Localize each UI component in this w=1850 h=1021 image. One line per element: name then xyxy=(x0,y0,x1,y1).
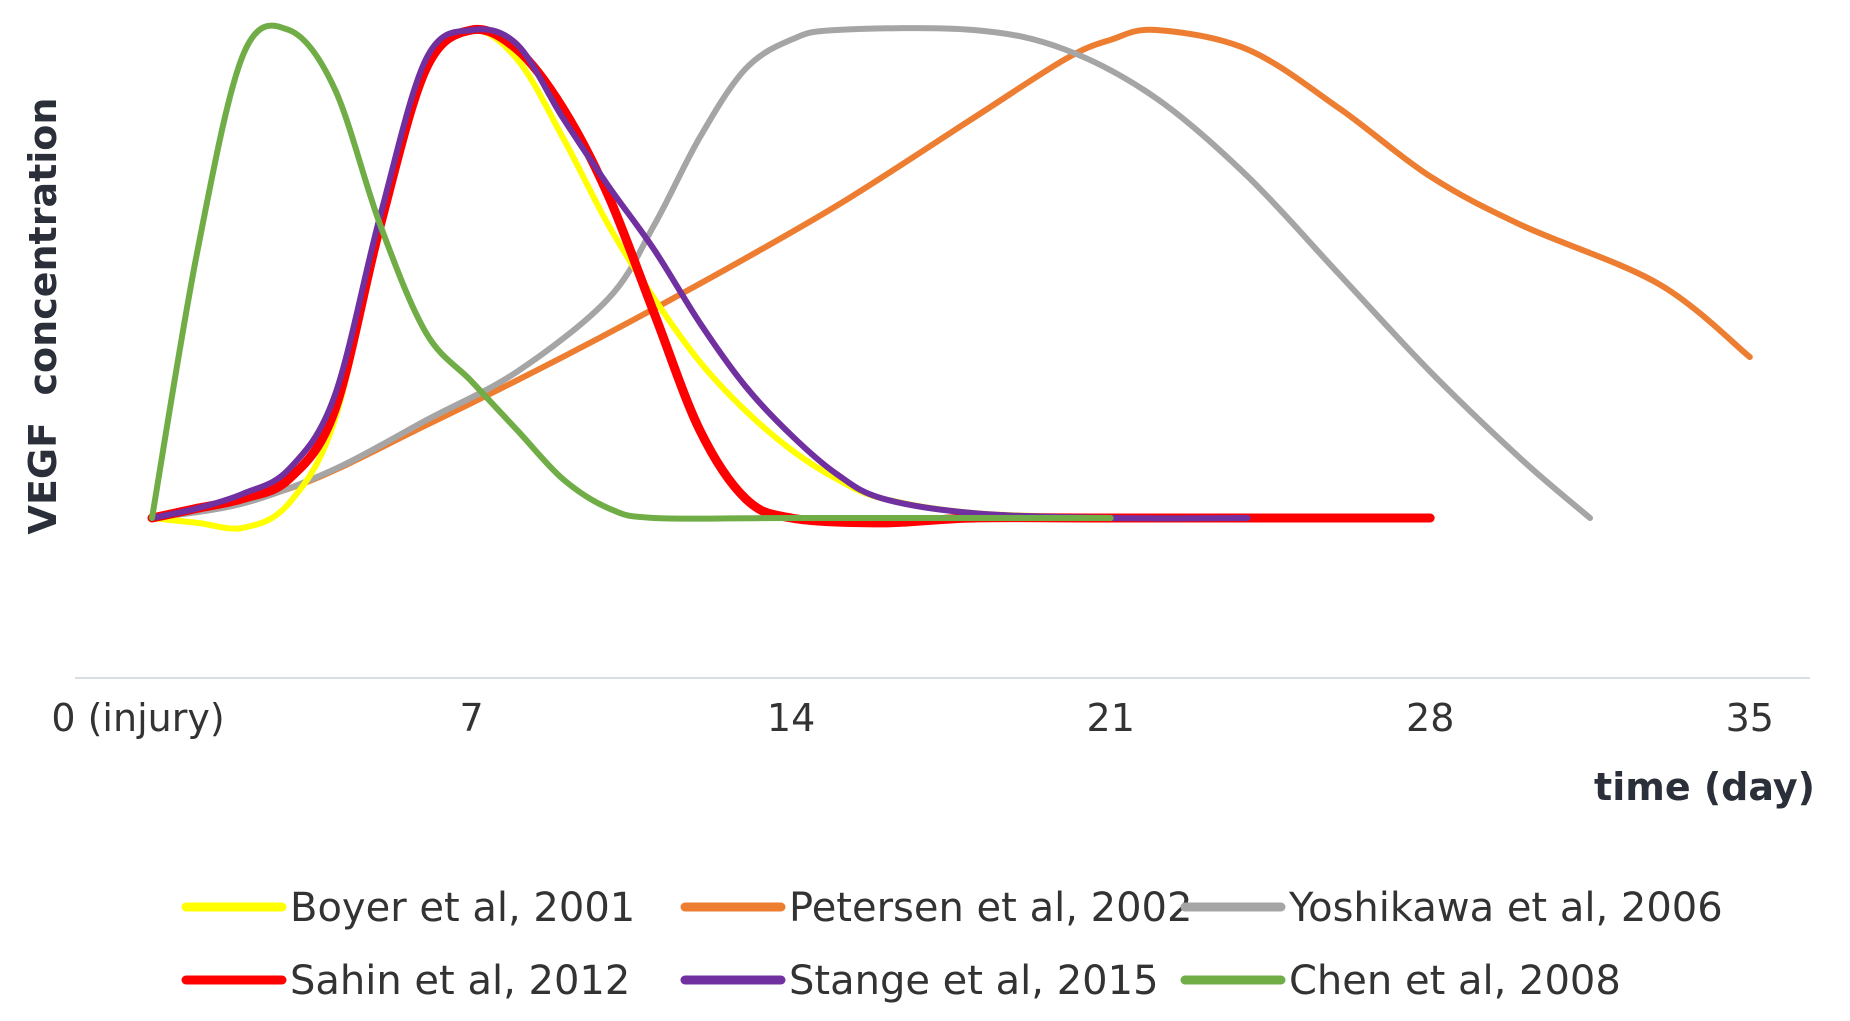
legend-item-boyer-et-al-2001: Boyer et al, 2001 xyxy=(181,885,635,931)
legend-label: Yoshikawa et al, 2006 xyxy=(1288,885,1723,931)
y-axis-title: VEGF concentration xyxy=(21,98,65,535)
legend-item-yoshikawa-et-al-2006: Yoshikawa et al, 2006 xyxy=(1180,885,1723,931)
x-axis-tick-labels: 0 (injury) 7 14 21 28 35 xyxy=(51,696,1774,740)
legend-label: Boyer et al, 2001 xyxy=(290,885,635,931)
legend-item-stange-et-al-2015: Stange et al, 2015 xyxy=(680,958,1159,1004)
x-axis-title: time (day) xyxy=(1594,765,1815,809)
series-line-yoshikawa-et-al-2006 xyxy=(149,25,1593,521)
x-tick-label: 14 xyxy=(767,696,815,740)
plot-lines xyxy=(147,22,1753,532)
legend-item-chen-et-al-2008: Chen et al, 2008 xyxy=(1180,958,1621,1004)
x-tick-label: 7 xyxy=(460,696,484,740)
x-tick-label: 0 (injury) xyxy=(51,696,224,740)
legend-label: Stange et al, 2015 xyxy=(789,958,1159,1004)
series-line-chen-et-al-2008 xyxy=(149,22,1114,522)
series-line-stange-et-al-2015 xyxy=(149,26,1251,522)
legend-item-sahin-et-al-2012: Sahin et al, 2012 xyxy=(181,958,630,1004)
series-line-boyer-et-al-2001 xyxy=(149,26,1114,532)
legend: Boyer et al, 2001 Petersen et al, 2002 Yos… xyxy=(181,885,1723,1004)
x-tick-label: 28 xyxy=(1406,696,1454,740)
legend-label: Chen et al, 2008 xyxy=(1289,958,1621,1004)
x-tick-label: 35 xyxy=(1726,696,1774,740)
legend-item-petersen-et-al-2002: Petersen et al, 2002 xyxy=(680,885,1192,931)
legend-label: Petersen et al, 2002 xyxy=(789,885,1192,931)
series-line-petersen-et-al-2002 xyxy=(149,26,1753,521)
x-tick-label: 21 xyxy=(1087,696,1135,740)
legend-label: Sahin et al, 2012 xyxy=(290,958,630,1004)
